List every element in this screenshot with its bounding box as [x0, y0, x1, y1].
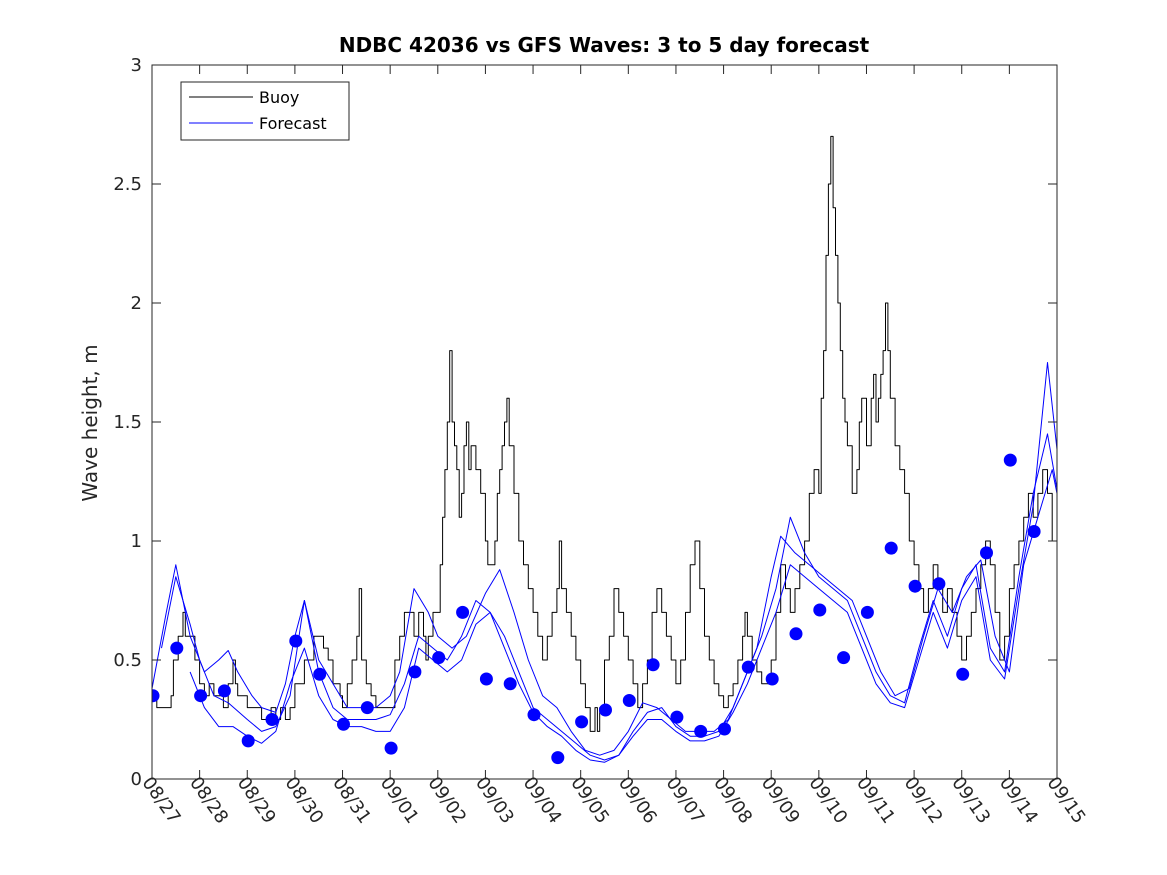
y-tick-label-5: 2.5 [113, 174, 142, 195]
forecast-marker-18 [575, 715, 589, 729]
forecast-marker-29 [837, 651, 851, 665]
forecast-marker-35 [980, 546, 993, 560]
y-tick-label-3: 1.5 [113, 412, 142, 433]
y-tick-label-2: 1 [131, 531, 142, 552]
forecast-marker-11 [408, 665, 422, 679]
forecast-marker-24 [718, 722, 731, 736]
x-tick-label-5: 09/01 [376, 773, 423, 828]
forecast-marker-3 [217, 684, 231, 698]
x-tick-label-7: 09/03 [471, 773, 518, 828]
x-tick-label-18: 09/14 [995, 773, 1042, 828]
data-layer [152, 135, 1057, 765]
y-tick-label-1: 0.5 [113, 650, 142, 671]
x-tick-label-6: 09/02 [423, 773, 470, 828]
forecast-marker-33 [932, 577, 946, 591]
forecast-marker-13 [456, 605, 470, 619]
forecast-marker-34 [956, 667, 970, 681]
forecast-marker-5 [265, 713, 279, 726]
y-tick-label-4: 2 [131, 293, 142, 314]
forecast-marker-17 [551, 751, 565, 765]
buoy-series-line [152, 135, 1057, 732]
x-tick-label-15: 09/11 [852, 773, 899, 828]
x-tick-label-9: 09/05 [566, 773, 613, 828]
x-tick-label-1: 08/28 [185, 773, 232, 828]
forecast-marker-20 [622, 694, 636, 707]
forecast-marker-15 [503, 677, 517, 691]
forecast-marker-28 [813, 603, 827, 617]
forecast-marker-4 [241, 734, 255, 748]
x-tick-label-13: 09/09 [757, 773, 804, 828]
forecast-marker-8 [337, 717, 350, 731]
x-tick-label-17: 09/13 [947, 773, 994, 828]
legend-forecast-label: Forecast [259, 114, 327, 133]
x-tick-label-14: 09/10 [804, 773, 851, 828]
forecast-marker-22 [670, 710, 684, 724]
forecast-marker-14 [479, 672, 493, 686]
forecast-marker-1 [170, 641, 184, 655]
forecast-series-line-2 [161, 433, 1057, 761]
forecast-marker-27 [789, 627, 803, 641]
x-tick-label-0: 08/27 [138, 773, 185, 828]
forecast-marker-0 [152, 689, 160, 703]
y-tick-label-6: 3 [131, 55, 142, 76]
x-tick-label-12: 09/08 [709, 773, 756, 828]
forecast-series-line-1 [152, 469, 1057, 756]
forecast-marker-7 [313, 667, 327, 681]
forecast-marker-26 [765, 672, 779, 686]
x-tick-label-16: 09/12 [900, 773, 947, 828]
forecast-marker-16 [527, 708, 541, 722]
forecast-marker-6 [289, 634, 303, 648]
forecast-marker-12 [432, 651, 446, 665]
x-tick-label-2: 08/29 [233, 773, 280, 828]
forecast-marker-31 [884, 541, 898, 555]
x-tick-label-3: 08/30 [280, 773, 327, 828]
forecast-marker-25 [741, 660, 755, 674]
y-tick-label-0: 0 [131, 769, 142, 790]
forecast-marker-23 [694, 724, 708, 738]
forecast-marker-37 [1027, 525, 1041, 538]
chart-title: NDBC 42036 vs GFS Waves: 3 to 5 day fore… [339, 33, 870, 57]
x-tick-label-8: 09/04 [519, 773, 566, 828]
legend-buoy-label: Buoy [259, 88, 299, 107]
x-tick-label-4: 08/31 [328, 773, 375, 828]
x-tick-label-19: 09/15 [1043, 773, 1090, 828]
forecast-marker-10 [384, 741, 398, 755]
forecast-marker-9 [360, 701, 374, 715]
legend: Buoy Forecast [180, 81, 350, 141]
forecast-marker-30 [860, 605, 874, 619]
y-axis-label: Wave height, m [78, 344, 102, 501]
x-tick-label-10: 09/06 [614, 773, 661, 828]
forecast-marker-19 [599, 703, 612, 717]
legend-box [180, 81, 350, 141]
x-tick-label-11: 09/07 [662, 773, 709, 828]
forecast-marker-21 [646, 658, 660, 672]
forecast-marker-36 [1003, 453, 1017, 467]
forecast-marker-2 [194, 689, 208, 703]
forecast-marker-32 [908, 579, 922, 593]
